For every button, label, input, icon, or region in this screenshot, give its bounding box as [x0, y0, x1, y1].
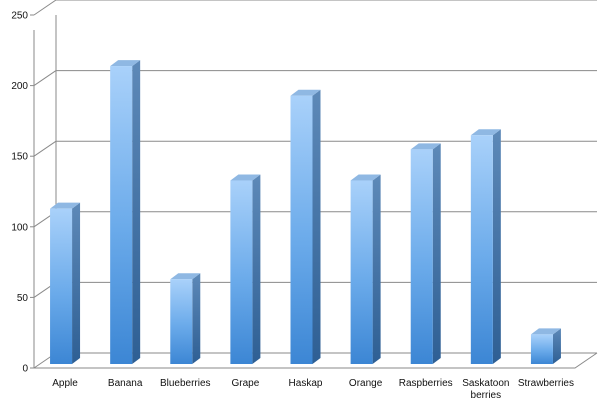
bar [410, 143, 441, 364]
y-tick-label: 50 [17, 293, 29, 304]
gridline-diagonal [33, 0, 57, 16]
gridline-diagonal [33, 70, 57, 87]
bar-side [552, 328, 561, 364]
bar-side [372, 174, 381, 364]
x-tick-label: Apple [52, 378, 78, 389]
x-tick-label: berries [471, 390, 502, 401]
y-axis: 0 50 100 150 200 250 [11, 11, 34, 375]
bar-side [492, 129, 501, 364]
x-tick-label: Orange [349, 378, 383, 389]
x-tick-label: Banana [108, 378, 143, 389]
bar-top [410, 143, 441, 150]
x-tick-label: Grape [231, 378, 259, 389]
y-tick-label: 250 [11, 11, 28, 22]
bar [50, 202, 81, 364]
bar-side [432, 143, 441, 364]
bar-front [290, 95, 313, 364]
category-labels: Apple Banana Blueberries Grape Haskap Orange R… [52, 378, 574, 401]
x-tick-label: Strawberries [518, 378, 574, 389]
x-tick-label: Blueberries [160, 378, 211, 389]
bar-front [350, 180, 373, 364]
bar-top [230, 174, 261, 181]
bar [470, 129, 501, 364]
bar-front [410, 149, 433, 364]
bar [350, 174, 381, 364]
y-tick-label: 200 [11, 81, 28, 92]
bar-top [50, 202, 81, 209]
bar [110, 60, 141, 365]
gridline-diagonal [33, 140, 57, 157]
bar-front [230, 180, 253, 364]
bar-side [72, 202, 81, 364]
bar-front [170, 279, 193, 364]
bars [50, 60, 561, 365]
bar-top [350, 174, 381, 181]
bar-top [290, 89, 321, 96]
bar-front [110, 66, 133, 365]
bar-side [132, 60, 141, 365]
bar [230, 174, 261, 364]
bar-top [110, 60, 141, 67]
y-tick-label: 100 [11, 222, 28, 233]
y-tick-label: 150 [11, 152, 28, 163]
x-tick-label: Saskatoon [462, 378, 509, 389]
bar-side [192, 273, 201, 364]
bar [530, 328, 561, 364]
bar-top [170, 273, 201, 280]
bar-side [252, 174, 261, 364]
bar-side [312, 89, 321, 364]
bar-top [470, 129, 501, 136]
floor-edge [34, 352, 598, 369]
bar-front [470, 135, 493, 364]
x-tick-label: Haskap [289, 378, 323, 389]
y-tick-label: 0 [22, 364, 28, 375]
x-tick-label: Raspberries [399, 378, 453, 389]
bar [290, 89, 321, 364]
bar-top [530, 328, 561, 335]
gridlines [33, 0, 598, 369]
bar-front [50, 208, 73, 364]
bar-front [530, 334, 553, 364]
bar [170, 273, 201, 364]
